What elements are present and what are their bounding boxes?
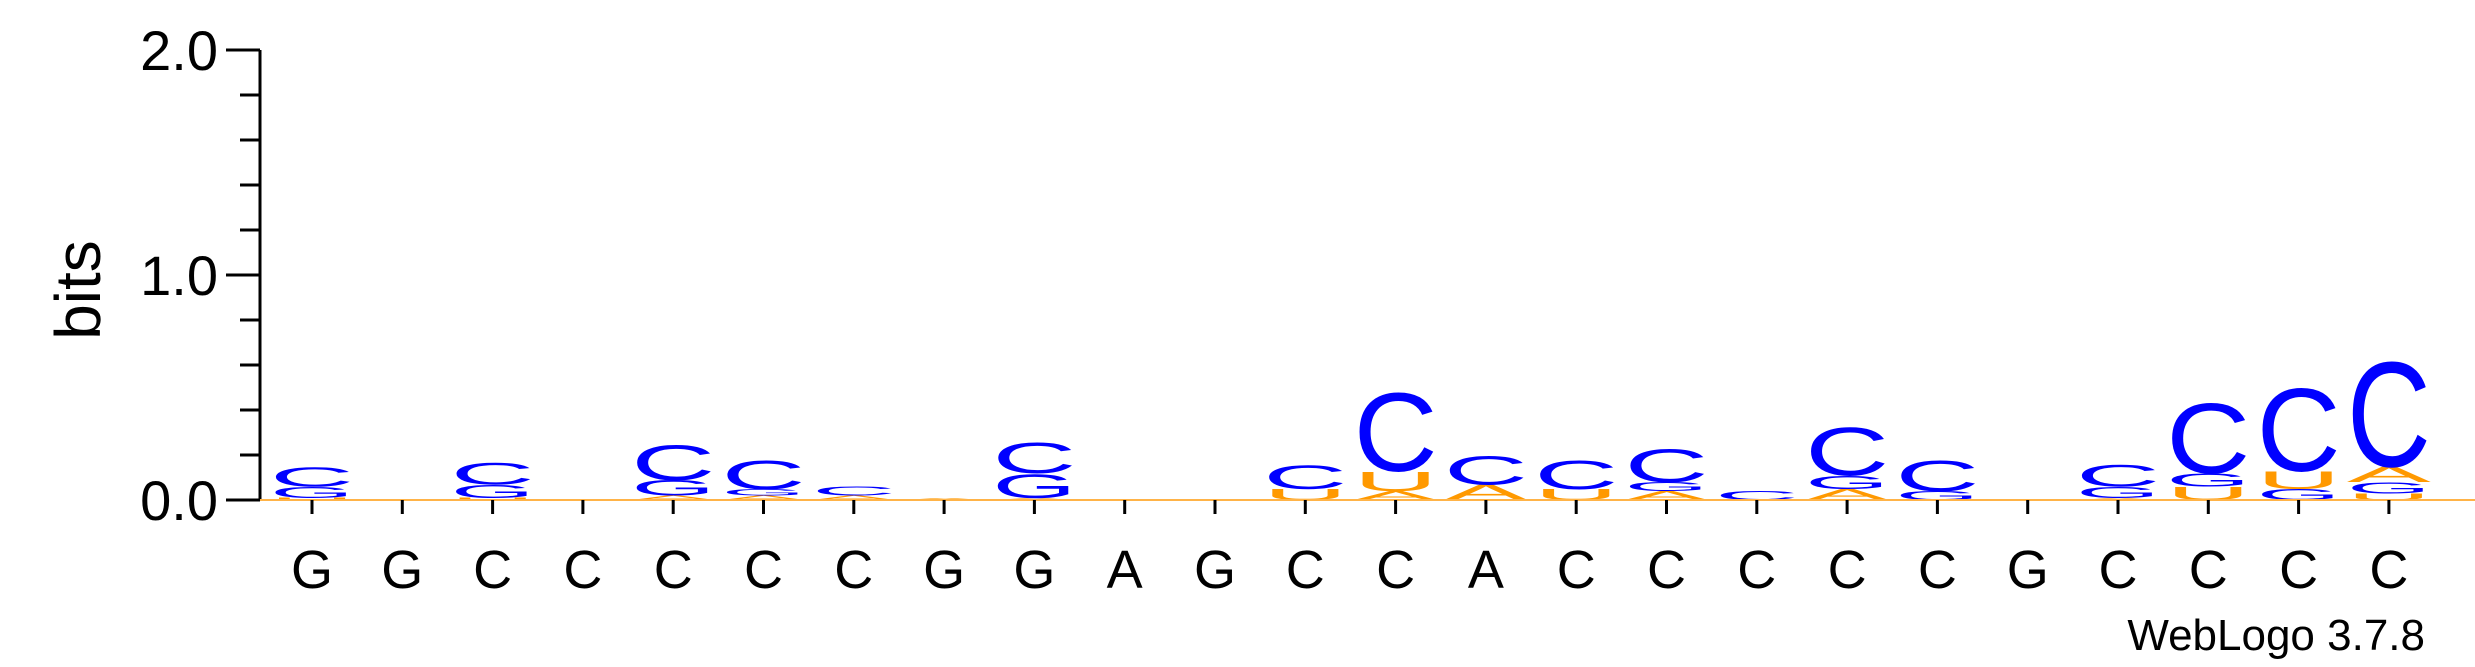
x-tick-label: C xyxy=(2189,540,2228,600)
x-tick-label: C xyxy=(1737,540,1776,600)
logo-letter-a: A xyxy=(631,494,716,501)
x-tick-label: A xyxy=(1468,540,1504,600)
logo-letter-a: A xyxy=(902,497,987,501)
logo-letter-g: G xyxy=(2347,479,2431,496)
weblogo-credit: WebLogo 3.7.8 xyxy=(2127,611,2425,660)
logo-letter-u: U xyxy=(270,497,354,500)
logo-letter-c: C xyxy=(1805,414,1889,490)
logo-letter-c: C xyxy=(1625,440,1709,492)
logo-letter-a: A xyxy=(812,494,897,501)
logo-letter-c: C xyxy=(1354,369,1438,495)
logo-letter-g: G xyxy=(631,476,715,501)
logo-letter-c: C xyxy=(2257,364,2341,496)
logo-letter-g: G xyxy=(992,466,1076,505)
y-tick-label: 2.0 xyxy=(140,19,218,82)
logo-letter-c: C xyxy=(270,461,354,493)
logo-letter-a: A xyxy=(992,497,1077,501)
x-tick-label: C xyxy=(2099,540,2138,600)
logo-letter-g: G xyxy=(451,481,535,502)
x-tick-label: C xyxy=(1286,540,1325,600)
x-tick-label: C xyxy=(2369,540,2408,600)
x-tick-label: G xyxy=(1013,540,1055,600)
logo-letter-c: C xyxy=(1263,458,1347,496)
logo-letter-c: C xyxy=(992,433,1076,482)
logo-letter-c: C xyxy=(812,484,896,498)
x-tick-label: C xyxy=(563,540,602,600)
logo-letter-c: C xyxy=(1534,452,1618,497)
logo-letter-c: C xyxy=(631,435,715,491)
logo-letter-g: G xyxy=(2166,470,2250,491)
x-tick-label: G xyxy=(2007,540,2049,600)
y-axis-label: bits xyxy=(42,240,114,340)
y-tick-label: 1.0 xyxy=(140,244,218,307)
logo-letter-c: C xyxy=(721,452,805,497)
x-tick-label: C xyxy=(473,540,512,600)
logo-letter-c: C xyxy=(1895,451,1979,500)
y-ticks: 0.0 1.0 2.0 xyxy=(140,19,260,532)
logo-letter-a: A xyxy=(2347,462,2432,486)
logo-letter-g: G xyxy=(1625,480,1709,494)
logo-letter-c: C xyxy=(2076,459,2160,494)
logo-letter-g: G xyxy=(2076,484,2160,501)
x-tick-label: C xyxy=(1647,540,1686,600)
logo-letter-c: C xyxy=(2347,332,2431,499)
x-tick-label: C xyxy=(2279,540,2318,600)
logo-letter-g: G xyxy=(1805,472,1889,493)
x-tick-label: C xyxy=(744,540,783,600)
x-tick-label: C xyxy=(1557,540,1596,600)
logo-letter-u: U xyxy=(1354,465,1438,497)
logo-letter-u: U xyxy=(451,497,535,500)
logo-letter-g: G xyxy=(722,487,806,497)
logo-letter-g: G xyxy=(270,484,354,501)
x-tick-label: G xyxy=(923,540,965,600)
x-tick-label: C xyxy=(1376,540,1415,600)
logo-letter-c: C xyxy=(451,456,535,491)
x-tick-label: G xyxy=(1194,540,1236,600)
logo-letter-u: U xyxy=(2166,483,2250,504)
x-tick-label: G xyxy=(381,540,423,600)
x-tick-label: G xyxy=(291,540,333,600)
logo-letter-a: A xyxy=(2076,497,2161,501)
logo-letter-u: U xyxy=(2257,466,2341,494)
x-tick-label: C xyxy=(1918,540,1957,600)
x-tick-label: C xyxy=(834,540,873,600)
logo-letter-c: C xyxy=(2166,383,2250,495)
logo-letter-a: A xyxy=(722,494,807,501)
x-tick-label: C xyxy=(1828,540,1867,600)
logo-letter-c: C xyxy=(1444,448,1528,493)
x-tick-label: C xyxy=(654,540,693,600)
logo-letter-u: U xyxy=(2347,492,2431,502)
x-tick-label: A xyxy=(1107,540,1143,600)
y-tick-label: 0.0 xyxy=(140,469,218,532)
